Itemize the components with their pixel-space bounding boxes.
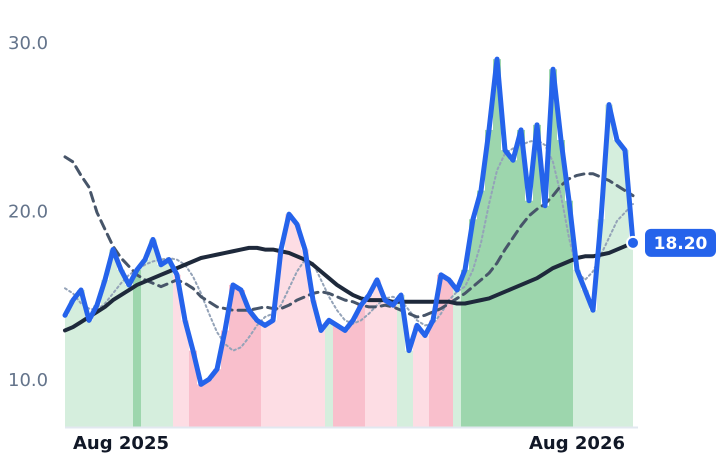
- area-bar: [205, 379, 213, 427]
- area-bar: [549, 69, 557, 427]
- area-bar: [413, 325, 421, 427]
- area-bar: [213, 369, 221, 427]
- area-bar: [525, 200, 533, 427]
- area-bar: [309, 300, 317, 427]
- area-bar: [605, 104, 613, 427]
- area-bar: [405, 350, 413, 427]
- area-bar: [261, 325, 269, 427]
- area-bar: [445, 279, 453, 427]
- area-bar: [237, 290, 245, 427]
- area-bar: [293, 224, 301, 427]
- area-bar: [181, 320, 189, 427]
- area-bar: [349, 320, 357, 427]
- area-bar: [277, 249, 285, 427]
- value-label: 18.20: [654, 234, 708, 254]
- area-bar: [581, 290, 589, 427]
- area-bar: [381, 300, 389, 427]
- value-label-box: [645, 228, 716, 257]
- y-tick-label: 10.0: [8, 370, 48, 391]
- y-tick-label: 20.0: [8, 201, 48, 222]
- area-bar: [461, 269, 469, 427]
- area-bar: [125, 284, 133, 427]
- area-bar: [469, 219, 477, 427]
- area-bar: [421, 335, 429, 427]
- area-bar: [509, 160, 517, 427]
- area-bar: [501, 150, 509, 427]
- area-bar: [365, 295, 373, 427]
- area-bar: [117, 269, 125, 427]
- area-bar: [437, 274, 445, 427]
- area-bar: [77, 290, 85, 427]
- area-bar: [245, 310, 253, 427]
- moving-average-line: [63, 240, 635, 333]
- area-bar: [149, 239, 157, 427]
- area-bar: [141, 259, 149, 427]
- area-bar: [229, 284, 237, 427]
- x-tick-label: Aug 2026: [529, 433, 625, 454]
- area-bar: [533, 124, 541, 427]
- area-bar: [613, 140, 621, 427]
- area-bar: [493, 59, 501, 427]
- area-bar: [197, 384, 205, 427]
- area-bar: [517, 129, 525, 427]
- area-bar: [477, 190, 485, 427]
- area-bar: [373, 279, 381, 427]
- area-bar: [453, 290, 461, 427]
- area-bar: [301, 249, 309, 427]
- area-bar: [69, 300, 77, 427]
- area-bar: [269, 320, 277, 427]
- price-line: [62, 56, 636, 387]
- area-bar: [621, 150, 629, 427]
- area-bar: [101, 279, 109, 427]
- area-bar: [325, 320, 333, 427]
- area-bar: [541, 205, 549, 427]
- area-bar: [429, 320, 437, 427]
- area-bar: [357, 305, 365, 427]
- area-bar: [157, 264, 165, 427]
- x-tick-label: Aug 2025: [73, 433, 169, 454]
- moving-average-line: [63, 155, 635, 319]
- area-bar: [221, 330, 229, 427]
- area-bar: [165, 259, 173, 427]
- y-tick-label: 30.0: [8, 33, 48, 54]
- area-bar: [629, 242, 633, 427]
- area-bar: [565, 200, 573, 427]
- area-bar: [397, 295, 405, 427]
- area-bar: [109, 249, 117, 427]
- area-bar: [173, 274, 181, 427]
- area-bar: [65, 315, 69, 427]
- area-bar: [589, 310, 597, 427]
- area-bar: [317, 330, 325, 427]
- area-bar: [189, 350, 197, 427]
- area-bar: [333, 325, 341, 427]
- area-bar: [133, 269, 141, 427]
- area-bar: [389, 305, 397, 427]
- area-bar: [93, 305, 101, 427]
- area-bar: [285, 214, 293, 427]
- last-point: [626, 235, 640, 250]
- area-bar: [341, 330, 349, 427]
- area-bar: [573, 269, 581, 427]
- area-bar: [597, 219, 605, 427]
- area-bar: [485, 129, 493, 427]
- area-bar: [557, 140, 565, 427]
- area-bar: [85, 320, 93, 427]
- area-bar: [253, 320, 261, 427]
